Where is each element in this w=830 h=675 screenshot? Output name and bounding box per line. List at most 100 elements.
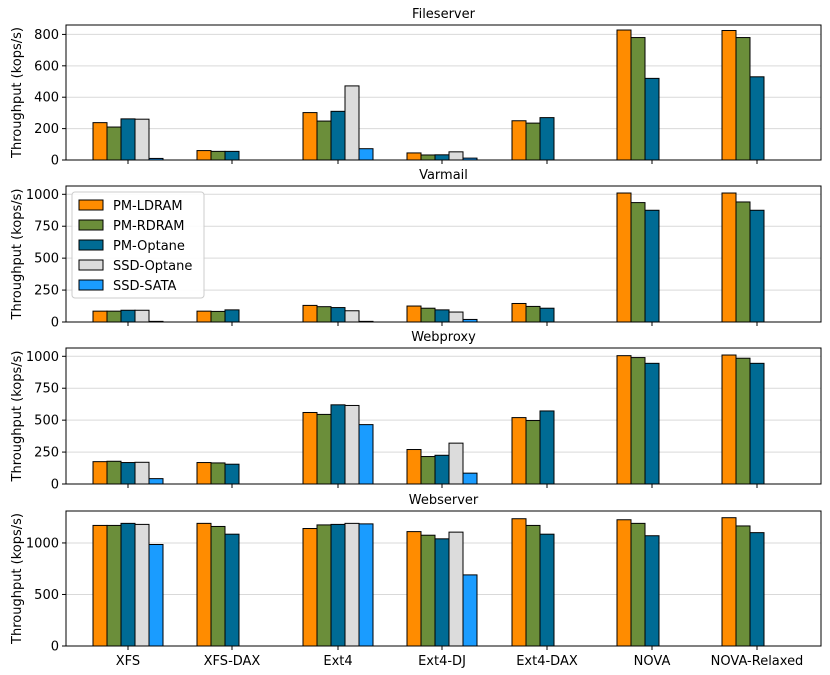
bar-ssd-sata-ext4 bbox=[358, 523, 374, 647]
bar-pm-rdram-xfs-dax bbox=[210, 310, 226, 323]
bar-pm-optane-nova-relaxed bbox=[749, 362, 765, 485]
bar-pm-rdram-xfs-dax bbox=[210, 150, 226, 161]
bar-pm-ldram-xfs bbox=[92, 524, 108, 647]
bar-pm-rdram-nova-relaxed bbox=[735, 525, 751, 647]
bar-ssd-optane-xfs bbox=[134, 523, 150, 647]
bar-pm-optane-xfs bbox=[120, 522, 136, 647]
x-tick-label: NOVA bbox=[634, 654, 671, 669]
bar-ssd-sata-ext4-dj bbox=[462, 574, 478, 647]
x-tick-label: Ext4-DJ bbox=[418, 654, 466, 669]
bar-pm-optane-nova bbox=[644, 209, 660, 323]
bar-pm-ldram-ext4 bbox=[302, 411, 318, 485]
y-axis-label: Throughput (kops/s) bbox=[10, 27, 25, 159]
legend-swatch-ssd-sata bbox=[78, 279, 104, 291]
bar-pm-ldram-xfs bbox=[92, 122, 108, 161]
bar-pm-optane-xfs-dax bbox=[224, 463, 240, 485]
chart-title: Webserver bbox=[409, 493, 479, 508]
bar-pm-ldram-ext4-dax bbox=[511, 518, 527, 647]
bar-ssd-optane-xfs bbox=[134, 461, 150, 485]
x-tick-label: Ext4-DAX bbox=[516, 654, 578, 669]
legend-label-pm-rdram: PM-RDRAM bbox=[113, 219, 184, 234]
bar-ssd-optane-xfs bbox=[134, 309, 150, 323]
legend-swatch-pm-rdram bbox=[78, 219, 104, 231]
bar-pm-ldram-xfs-dax bbox=[196, 462, 212, 485]
bar-pm-rdram-xfs bbox=[106, 126, 122, 161]
bar-ssd-optane-ext4 bbox=[344, 310, 360, 323]
bar-pm-ldram-ext4-dax bbox=[511, 120, 527, 161]
y-tick-label: 600 bbox=[34, 59, 59, 74]
legend-swatch-pm-optane bbox=[78, 239, 104, 251]
bar-pm-ldram-nova-relaxed bbox=[721, 192, 737, 323]
bar-pm-rdram-nova bbox=[630, 522, 646, 647]
bar-pm-optane-xfs bbox=[120, 309, 136, 323]
bar-pm-ldram-ext4-dj bbox=[406, 305, 422, 323]
bar-pm-optane-ext4-dax bbox=[539, 307, 555, 323]
bar-pm-rdram-nova-relaxed bbox=[735, 37, 751, 161]
bar-ssd-sata-ext4-dj bbox=[462, 472, 478, 485]
bar-pm-optane-nova-relaxed bbox=[749, 209, 765, 323]
bar-pm-rdram-ext4 bbox=[316, 413, 332, 485]
legend-box bbox=[71, 191, 205, 299]
bar-ssd-optane-ext4-dj bbox=[448, 531, 464, 647]
chart-panel-fileserver: 0 200 400 600 800 Fileserver Throughput (kops/… bbox=[10, 7, 822, 169]
x-tick-label: XFS bbox=[116, 654, 140, 669]
bar-pm-optane-xfs bbox=[120, 462, 136, 485]
bar-pm-ldram-xfs-dax bbox=[196, 522, 212, 647]
bar-pm-optane-nova bbox=[644, 77, 660, 161]
y-tick-label: 500 bbox=[34, 414, 59, 429]
y-tick-label: 0 bbox=[51, 316, 59, 331]
plot-frame bbox=[65, 510, 822, 647]
chart-title: Varmail bbox=[419, 168, 468, 183]
y-tick-label: 250 bbox=[34, 446, 59, 461]
y-tick-label: 500 bbox=[34, 252, 59, 267]
bar-pm-ldram-ext4-dax bbox=[511, 417, 527, 485]
y-tick-label: 1000 bbox=[26, 188, 59, 203]
bar-pm-rdram-nova-relaxed bbox=[735, 357, 751, 485]
bar-pm-rdram-nova bbox=[630, 37, 646, 161]
bar-pm-optane-nova-relaxed bbox=[749, 532, 765, 647]
y-tick-label: 250 bbox=[34, 284, 59, 299]
plot-frame bbox=[65, 185, 822, 323]
legend-label-pm-ldram: PM-LDRAM bbox=[113, 199, 183, 214]
y-axis-label: Throughput (kops/s) bbox=[10, 513, 25, 645]
x-tick-label: Ext4 bbox=[323, 654, 352, 669]
bar-ssd-optane-ext4 bbox=[344, 404, 360, 485]
legend-swatch-pm-ldram bbox=[78, 199, 104, 211]
plot-frame bbox=[65, 24, 822, 161]
y-tick-label: 500 bbox=[34, 588, 59, 603]
bar-pm-optane-ext4-dax bbox=[539, 533, 555, 647]
bar-ssd-sata-ext4 bbox=[358, 148, 374, 161]
y-tick-label: 750 bbox=[34, 220, 59, 235]
y-tick-label: 1000 bbox=[26, 350, 59, 365]
bar-pm-rdram-nova-relaxed bbox=[735, 201, 751, 323]
x-tick-label: XFS-DAX bbox=[204, 654, 261, 669]
y-tick-label: 400 bbox=[34, 91, 59, 106]
bar-pm-ldram-ext4 bbox=[302, 528, 318, 647]
bar-pm-optane-ext4-dax bbox=[539, 410, 555, 485]
bar-pm-ldram-xfs-dax bbox=[196, 310, 212, 323]
y-tick-label: 0 bbox=[51, 154, 59, 169]
bar-pm-optane-ext4-dj bbox=[434, 309, 450, 323]
bar-pm-ldram-nova bbox=[616, 192, 632, 323]
bar-pm-ldram-ext4-dj bbox=[406, 152, 422, 161]
legend: PM-LDRAM PM-RDRAM PM-Optane SSD-Optane SSD-S… bbox=[71, 191, 205, 299]
y-tick-label: 0 bbox=[51, 640, 59, 655]
chart-panel-webproxy: 0 250 500 750 1000 Webproxy Throughput (kops/s… bbox=[10, 330, 822, 493]
bar-pm-rdram-ext4-dax bbox=[525, 524, 541, 647]
bar-pm-optane-nova-relaxed bbox=[749, 76, 765, 161]
bar-ssd-sata-xfs bbox=[148, 478, 164, 485]
bar-pm-ldram-ext4-dj bbox=[406, 449, 422, 485]
legend-label-ssd-sata: SSD-SATA bbox=[113, 279, 177, 294]
bar-pm-optane-ext4 bbox=[330, 523, 346, 647]
bar-pm-ldram-nova-relaxed bbox=[721, 354, 737, 485]
bar-pm-ldram-nova bbox=[616, 355, 632, 485]
bar-pm-ldram-nova-relaxed bbox=[721, 29, 737, 161]
chart-panel-webserver: 0 500 1000 Webserver Throughput (kops/s) XFS X… bbox=[10, 493, 822, 669]
bar-ssd-optane-ext4-dj bbox=[448, 151, 464, 161]
bar-pm-rdram-ext4 bbox=[316, 120, 332, 161]
bar-pm-rdram-ext4-dax bbox=[525, 420, 541, 485]
bar-pm-optane-nova bbox=[644, 362, 660, 485]
bar-pm-optane-ext4-dj bbox=[434, 154, 450, 161]
bar-ssd-optane-ext4-dj bbox=[448, 442, 464, 485]
